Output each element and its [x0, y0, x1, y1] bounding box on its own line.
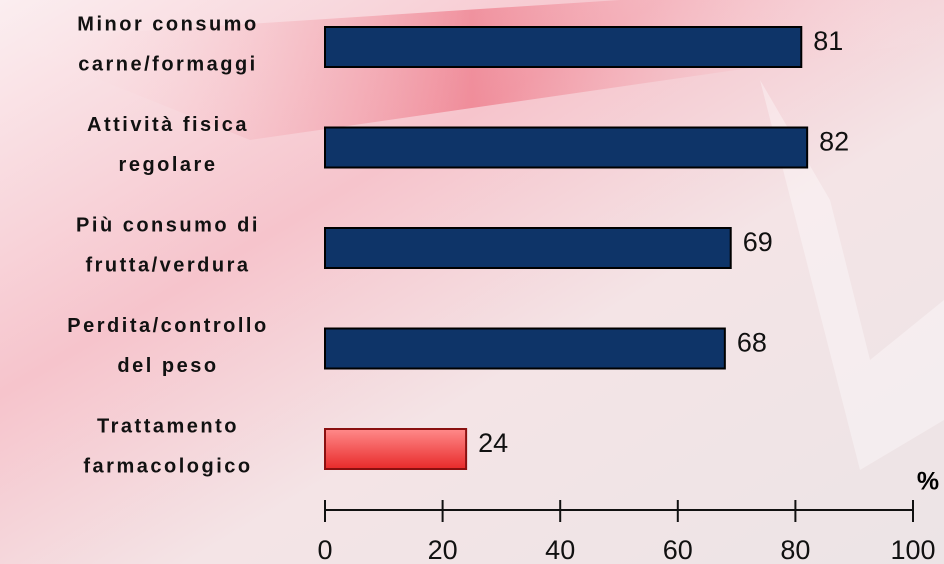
- category-label: del peso: [117, 355, 218, 377]
- x-tick-label: 0: [317, 535, 332, 564]
- value-label: 24: [478, 428, 508, 458]
- category-label: regolare: [119, 154, 218, 176]
- category-label: Trattamento: [97, 415, 239, 437]
- value-label: 68: [737, 328, 767, 358]
- x-tick-label: 80: [780, 535, 810, 564]
- category-label: Più consumo di: [76, 214, 260, 236]
- category-label: Perdita/controllo: [67, 315, 268, 337]
- background-shape: [760, 80, 944, 470]
- category-label: Attività fisica: [87, 114, 249, 136]
- bar: [324, 26, 803, 68]
- bar: [324, 428, 468, 470]
- x-axis-unit: %: [917, 468, 939, 496]
- bar: [324, 227, 732, 269]
- value-label: 81: [813, 26, 843, 56]
- x-tick-label: 100: [890, 535, 935, 564]
- value-label: 69: [743, 227, 773, 257]
- category-label: Minor consumo: [77, 13, 258, 35]
- bar: [324, 126, 809, 169]
- category-label: frutta/verdura: [85, 254, 250, 276]
- x-tick-label: 40: [545, 535, 575, 564]
- x-tick-label: 20: [428, 535, 458, 564]
- bar: [324, 327, 726, 370]
- value-label: 82: [819, 127, 849, 157]
- category-label: carne/formaggi: [78, 53, 257, 75]
- x-tick-label: 60: [663, 535, 693, 564]
- category-label: farmacologico: [83, 455, 252, 477]
